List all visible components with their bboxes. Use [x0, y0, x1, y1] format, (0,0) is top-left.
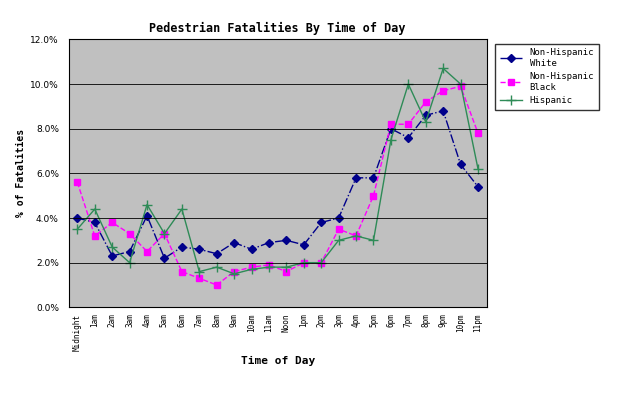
Hispanic	[213, 265, 220, 269]
Non-Hispanic
White	[404, 135, 412, 140]
Non-Hispanic
Black	[213, 282, 220, 287]
Non-Hispanic
Black	[248, 265, 255, 269]
Non-Hispanic
White	[126, 249, 134, 254]
Title: Pedestrian Fatalities By Time of Day: Pedestrian Fatalities By Time of Day	[149, 22, 406, 35]
Line: Non-Hispanic
Black: Non-Hispanic Black	[74, 83, 482, 288]
Non-Hispanic
White	[422, 113, 429, 118]
Non-Hispanic
White	[91, 220, 99, 225]
Non-Hispanic
White	[109, 254, 116, 258]
Non-Hispanic
White	[353, 175, 360, 180]
Non-Hispanic
White	[230, 240, 238, 245]
Non-Hispanic
White	[387, 126, 394, 131]
Non-Hispanic
White	[283, 238, 290, 243]
Hispanic	[335, 238, 343, 243]
Non-Hispanic
White	[335, 216, 343, 220]
Non-Hispanic
Black	[300, 260, 308, 265]
Non-Hispanic
Black	[161, 231, 168, 236]
Hispanic	[283, 265, 290, 269]
Hispanic	[300, 260, 308, 265]
Line: Hispanic: Hispanic	[72, 63, 483, 279]
Non-Hispanic
Black	[457, 84, 464, 89]
Non-Hispanic
White	[318, 220, 325, 225]
Non-Hispanic
Black	[91, 234, 99, 238]
Non-Hispanic
Black	[335, 227, 343, 232]
Hispanic	[387, 138, 394, 142]
Non-Hispanic
White	[195, 247, 203, 252]
Hispanic	[474, 167, 482, 171]
Non-Hispanic
Black	[74, 180, 81, 185]
Non-Hispanic
Black	[265, 262, 273, 267]
Non-Hispanic
White	[248, 247, 255, 252]
Hispanic	[144, 202, 151, 207]
Hispanic	[370, 238, 378, 243]
Non-Hispanic
White	[161, 256, 168, 260]
Non-Hispanic
White	[439, 108, 447, 113]
Hispanic	[439, 66, 447, 71]
Non-Hispanic
White	[457, 162, 464, 167]
Hispanic	[126, 260, 134, 265]
Non-Hispanic
Black	[422, 100, 429, 104]
Hispanic	[422, 120, 429, 125]
Non-Hispanic
White	[300, 242, 308, 247]
Hispanic	[161, 231, 168, 236]
Hispanic	[265, 265, 273, 269]
Non-Hispanic
Black	[318, 260, 325, 265]
Non-Hispanic
Black	[283, 269, 290, 274]
Hispanic	[248, 267, 255, 272]
Non-Hispanic
Black	[178, 269, 185, 274]
Hispanic	[91, 207, 99, 212]
Non-Hispanic
Black	[387, 122, 394, 126]
Hispanic	[318, 260, 325, 265]
Non-Hispanic
Black	[109, 220, 116, 225]
Non-Hispanic
Black	[474, 131, 482, 136]
Hispanic	[230, 271, 238, 276]
Hispanic	[195, 269, 203, 274]
Legend: Non-Hispanic
White, Non-Hispanic
Black, Hispanic: Non-Hispanic White, Non-Hispanic Black, …	[495, 44, 599, 110]
Hispanic	[178, 207, 185, 212]
Non-Hispanic
Black	[370, 193, 378, 198]
X-axis label: Time of Day: Time of Day	[241, 356, 314, 366]
Non-Hispanic
White	[265, 240, 273, 245]
Hispanic	[74, 227, 81, 232]
Non-Hispanic
White	[74, 216, 81, 220]
Hispanic	[457, 82, 464, 86]
Non-Hispanic
Black	[439, 88, 447, 93]
Non-Hispanic
White	[178, 245, 185, 249]
Non-Hispanic
White	[144, 214, 151, 218]
Non-Hispanic
Black	[230, 269, 238, 274]
Line: Non-Hispanic
White: Non-Hispanic White	[75, 108, 480, 261]
Non-Hispanic
Black	[144, 249, 151, 254]
Hispanic	[404, 82, 412, 86]
Non-Hispanic
White	[474, 184, 482, 189]
Non-Hispanic
Black	[404, 122, 412, 126]
Hispanic	[109, 245, 116, 249]
Non-Hispanic
Black	[353, 234, 360, 238]
Non-Hispanic
White	[213, 251, 220, 256]
Y-axis label: % of Fatalities: % of Fatalities	[16, 129, 26, 217]
Non-Hispanic
Black	[195, 276, 203, 281]
Non-Hispanic
Black	[126, 231, 134, 236]
Hispanic	[353, 234, 360, 238]
Non-Hispanic
White	[370, 175, 378, 180]
